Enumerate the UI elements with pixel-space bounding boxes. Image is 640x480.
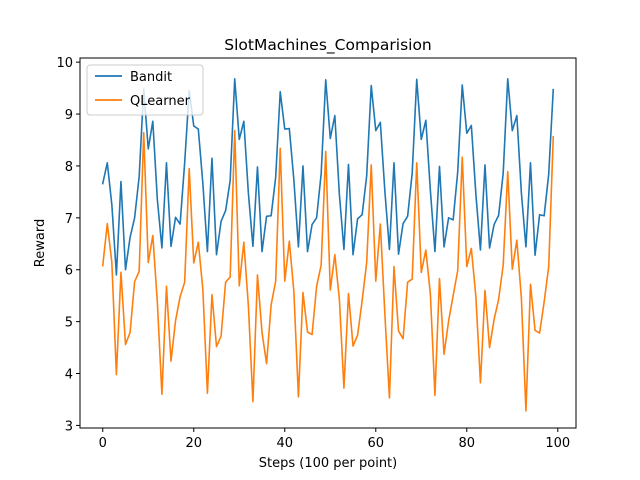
y-tick-label: 10	[56, 56, 73, 71]
chart-title: SlotMachines_Comparision	[224, 36, 432, 55]
legend-label-qlearner: QLearner	[130, 94, 191, 109]
x-tick-label: 20	[185, 436, 202, 451]
series-layer	[101, 77, 555, 412]
y-tick-label: 9	[65, 108, 73, 123]
x-axis: 0 20 40 60 80 100	[99, 428, 570, 451]
y-tick-label: 6	[65, 264, 73, 279]
x-axis-label: Steps (100 per point)	[259, 456, 397, 471]
y-tick-label: 3	[65, 419, 73, 434]
x-tick-label: 100	[545, 436, 570, 451]
x-tick-label: 0	[99, 436, 107, 451]
y-axis-label: Reward	[33, 219, 48, 267]
x-tick-label: 80	[459, 436, 476, 451]
series-line-qlearner	[101, 129, 555, 412]
y-tick-label: 7	[65, 212, 73, 227]
y-tick-label: 4	[65, 368, 73, 383]
x-tick-label: 60	[368, 436, 385, 451]
y-tick-label: 8	[65, 160, 73, 175]
legend-box	[86, 64, 204, 116]
legend: Bandit QLearner	[86, 64, 204, 116]
x-tick-label: 40	[276, 436, 293, 451]
y-tick-label: 5	[65, 316, 73, 331]
series-line-bandit	[101, 77, 555, 276]
legend-label-bandit: Bandit	[130, 70, 172, 85]
plot-frame	[79, 57, 577, 429]
y-axis: 3 4 5 6 7 8 9 10	[56, 56, 80, 434]
